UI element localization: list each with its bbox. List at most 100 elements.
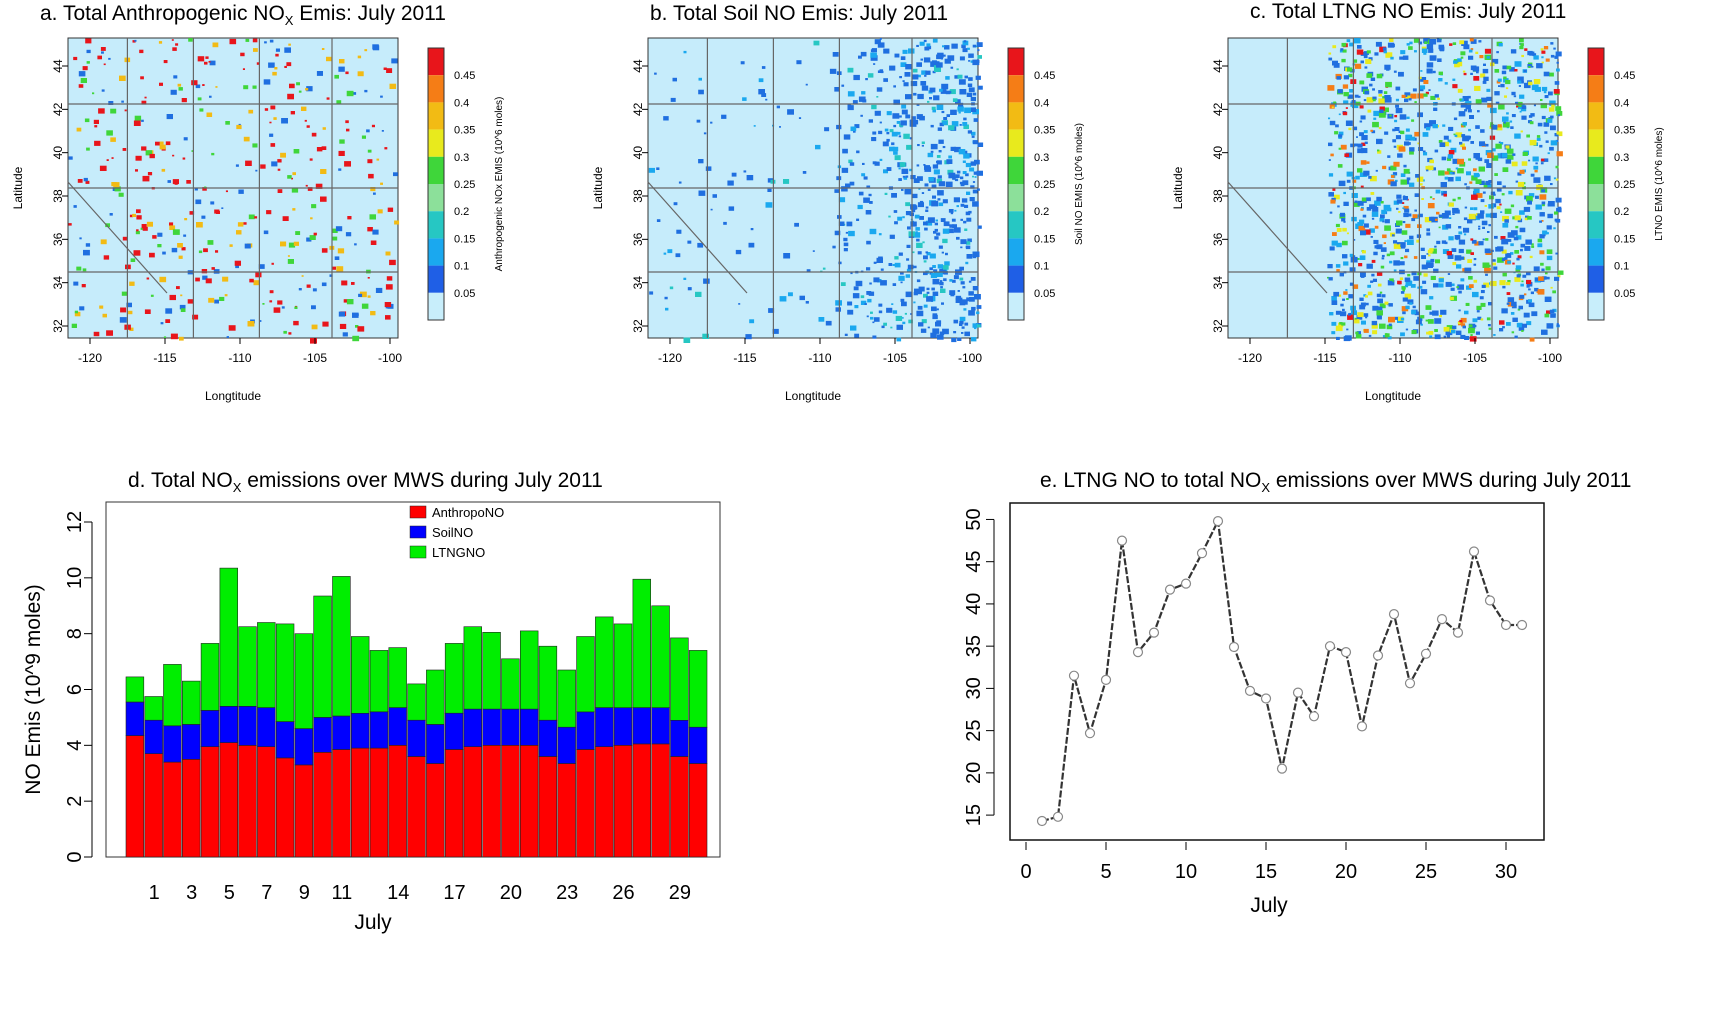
map-emission-cell <box>1393 260 1400 266</box>
map-emission-cell <box>929 87 936 93</box>
map-emission-cell <box>1485 180 1491 185</box>
map-emission-cell <box>341 280 348 286</box>
map-emission-cell <box>1479 55 1484 59</box>
map-emission-cell <box>1460 278 1465 282</box>
map-emission-cell <box>106 130 113 136</box>
map-emission-cell <box>321 248 328 253</box>
map-emission-cell <box>976 170 983 176</box>
map-emission-cell <box>892 113 900 119</box>
map-emission-cell <box>163 60 168 64</box>
map-emission-cell <box>197 56 205 62</box>
map-emission-cell <box>878 303 883 307</box>
ratio-data-point <box>1228 641 1240 653</box>
map-emission-cell <box>1422 179 1425 182</box>
map-emission-cell <box>1544 175 1551 181</box>
bar-segment-LTNGNO <box>388 647 407 708</box>
bar-segment-SoilNO <box>313 717 332 753</box>
map-emission-cell <box>924 74 927 77</box>
map-emission-cell <box>294 306 298 309</box>
map-emission-cell <box>184 218 188 221</box>
map-emission-cell <box>972 286 979 291</box>
map-emission-cell <box>1556 111 1563 116</box>
map-emission-cell <box>1357 148 1364 154</box>
colorbar-segment <box>1588 211 1604 239</box>
map-emission-cell <box>1531 311 1538 317</box>
map-emission-cell <box>931 106 936 110</box>
map-emission-cell <box>936 104 944 110</box>
map-emission-cell <box>873 277 880 283</box>
map-emission-cell <box>1483 76 1489 81</box>
colorbar-tick-label: 0.1 <box>1034 261 1049 273</box>
map-emission-cell <box>1405 328 1409 331</box>
map-emission-cell <box>1383 50 1387 54</box>
map-emission-cell <box>1473 172 1480 178</box>
map-emission-cell <box>1332 60 1338 66</box>
map-emission-cell <box>1331 321 1337 326</box>
map-emission-cell <box>99 305 104 309</box>
map-emission-cell <box>238 123 241 126</box>
map-emission-cell <box>1497 257 1504 263</box>
map-emission-cell <box>966 297 971 302</box>
map-emission-cell <box>1384 64 1391 70</box>
map-emission-cell <box>1344 153 1349 157</box>
map-emission-cell <box>244 243 251 249</box>
map-emission-cell <box>1426 228 1430 232</box>
map-emission-cell <box>1372 330 1378 335</box>
map-emission-cell <box>1470 39 1477 44</box>
map-emission-cell <box>1444 171 1449 175</box>
map-emission-cell <box>1331 296 1337 301</box>
map-emission-cell <box>948 172 956 179</box>
map-emission-cell <box>923 293 928 298</box>
map-emission-cell <box>1464 109 1468 112</box>
map-emission-cell <box>165 308 173 314</box>
map-emission-cell <box>1457 168 1464 174</box>
map-x-tick-label: -110 <box>228 351 251 365</box>
map-emission-cell <box>812 250 815 252</box>
map-emission-cell <box>1378 126 1382 130</box>
map-emission-cell <box>1553 227 1556 230</box>
map-emission-cell <box>924 227 928 231</box>
map-emission-cell <box>1447 273 1451 275</box>
map-emission-cell <box>879 158 883 161</box>
colorbar-tick-label: 0.2 <box>454 206 469 218</box>
map-emission-cell <box>301 106 307 111</box>
map-emission-cell <box>306 284 311 288</box>
map-emission-cell <box>1506 148 1514 154</box>
map-emission-cell <box>940 89 947 94</box>
map-emission-cell <box>1417 286 1420 289</box>
map-emission-cell <box>310 217 313 220</box>
colorbar-tick-label: 0.4 <box>1034 97 1049 109</box>
map-emission-cell <box>121 100 124 103</box>
map-emission-cell <box>1526 285 1530 288</box>
map-emission-cell <box>1475 179 1482 184</box>
map-emission-cell <box>260 164 266 169</box>
map-emission-cell <box>1497 181 1502 185</box>
map-emission-cell <box>171 39 174 41</box>
map-emission-cell <box>977 225 982 229</box>
map-emission-cell <box>1377 283 1382 287</box>
map-emission-cell <box>903 133 910 139</box>
map-emission-cell <box>1389 260 1393 264</box>
bar-segment-LTNGNO <box>294 633 314 729</box>
map-emission-cell <box>847 91 855 97</box>
map-emission-cell <box>1458 321 1464 326</box>
map-emission-cell <box>1495 198 1501 204</box>
map-emission-cell <box>204 186 207 189</box>
map-emission-cell <box>968 53 974 58</box>
map-emission-cell <box>1368 57 1373 61</box>
map-emission-cell <box>1550 125 1556 131</box>
map-emission-cell <box>181 98 187 103</box>
map-emission-cell <box>870 316 874 320</box>
map-emission-cell <box>1414 101 1417 103</box>
map-emission-cell <box>1474 241 1480 246</box>
map-emission-cell <box>1402 297 1408 302</box>
map-emission-cell <box>1404 293 1412 299</box>
map-emission-cell <box>110 137 116 142</box>
map-emission-cell <box>1398 211 1401 213</box>
map-emission-cell <box>967 47 970 50</box>
map-emission-cell <box>291 187 299 193</box>
map-emission-cell <box>1409 182 1415 187</box>
map-emission-cell <box>277 159 282 163</box>
map-emission-cell <box>909 121 917 127</box>
map-emission-cell <box>1439 46 1445 51</box>
